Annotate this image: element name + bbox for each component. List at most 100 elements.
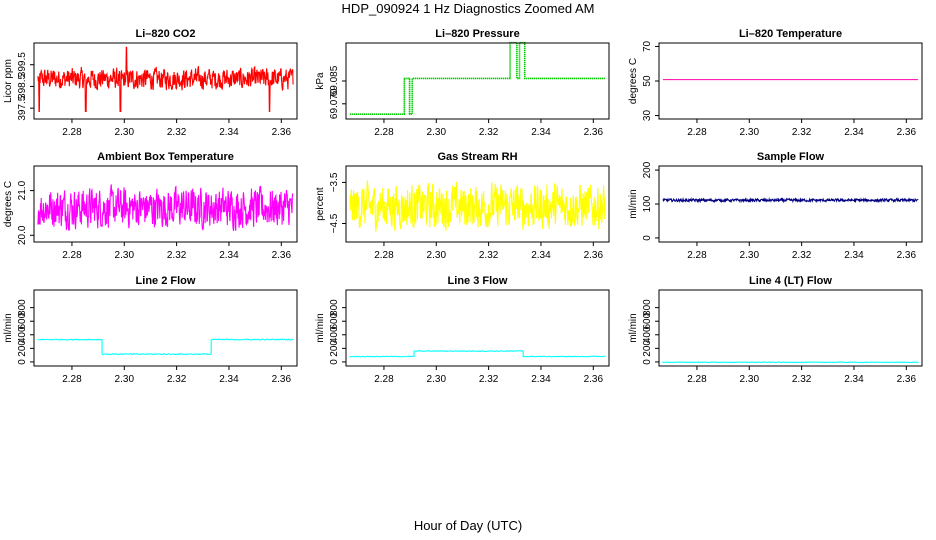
- plot-frame: [658, 289, 923, 367]
- series-line-line-4: [662, 360, 919, 364]
- y-tick-label: 200: [642, 161, 653, 178]
- y-axis-label: Licor ppm: [3, 59, 14, 103]
- x-tick-label: 2.32: [167, 127, 187, 138]
- x-tick-label: 2.32: [792, 374, 812, 385]
- panel-title: Li–820 Pressure: [435, 28, 519, 40]
- panel-line-4-lt-flow: Line 4 (LT) Flow 2.28 2.30 2.32 2.34 2.36 0 200…: [628, 275, 923, 385]
- x-tick-label: 2.34: [844, 250, 864, 261]
- panel-li-820-co2: Li–820 CO2 2.28 2.30 2.32 2.34 2.36 397.5398.5…: [3, 28, 298, 138]
- x-tick-label: 2.36: [897, 127, 917, 138]
- figure-x-axis-label: Hour of Day (UTC): [413, 518, 523, 533]
- x-tick-label: 2.36: [272, 127, 292, 138]
- x-tick-label: 2.32: [167, 250, 187, 261]
- x-tick-label: 2.28: [62, 127, 82, 138]
- y-tick-label: 69.070: [329, 88, 340, 119]
- x-tick-label: 2.36: [897, 374, 917, 385]
- x-tick-label: 2.28: [374, 127, 394, 138]
- y-axis-label: ml/min: [315, 313, 326, 342]
- x-tick-label: 2.30: [427, 374, 447, 385]
- x-tick-label: 2.34: [219, 250, 239, 261]
- x-tick-label: 2.34: [844, 374, 864, 385]
- y-tick-label: 200: [17, 340, 28, 357]
- x-tick-label: 2.32: [479, 250, 499, 261]
- series-line-rh: [349, 180, 606, 232]
- x-tick-label: 2.30: [115, 127, 135, 138]
- x-tick-label: 2.32: [792, 250, 812, 261]
- y-axis-label: ml/min: [628, 313, 639, 342]
- plot-frame: [658, 165, 923, 243]
- plot-frame: [345, 42, 610, 120]
- x-tick-label: 2.30: [740, 250, 760, 261]
- x-tick-label: 2.30: [740, 127, 760, 138]
- y-axis-label: ml/min: [628, 189, 639, 218]
- x-tick-label: 2.28: [62, 250, 82, 261]
- y-tick-label: 400: [642, 326, 653, 343]
- panel-title: Line 2 Flow: [136, 275, 196, 287]
- y-tick-label: −4.5: [329, 213, 340, 233]
- x-tick-label: 2.34: [531, 250, 551, 261]
- panel-line-2-flow: Line 2 Flow 2.28 2.30 2.32 2.34 2.36 0 20040060…: [3, 275, 298, 385]
- x-tick-label: 2.32: [479, 127, 499, 138]
- x-tick-label: 2.36: [272, 250, 292, 261]
- y-tick-label: 70: [642, 40, 653, 52]
- y-tick-label: 600: [329, 312, 340, 329]
- panel-title: Li–820 Temperature: [739, 28, 842, 40]
- y-tick-label: 399.5: [17, 52, 28, 77]
- x-tick-label: 2.36: [897, 250, 917, 261]
- series-line-co2: [37, 46, 294, 112]
- series-line-sample-flow: [662, 197, 919, 204]
- y-tick-label: 0: [642, 235, 653, 241]
- y-tick-label: 0: [329, 359, 340, 365]
- y-tick-label: 800: [642, 299, 653, 316]
- panel-title: Gas Stream RH: [437, 151, 517, 163]
- y-axis-label: kPa: [315, 72, 326, 90]
- figure-title: HDP_090924 1 Hz Diagnostics Zoomed AM: [341, 1, 595, 16]
- x-tick-label: 2.28: [374, 374, 394, 385]
- plot-frame: [33, 289, 298, 367]
- y-tick-label: 50: [642, 75, 653, 87]
- x-tick-label: 2.32: [792, 127, 812, 138]
- series-line-box-temperature: [37, 184, 294, 232]
- x-tick-label: 2.30: [427, 250, 447, 261]
- panel-title: Ambient Box Temperature: [97, 151, 234, 163]
- series-line-pressure: [349, 41, 606, 115]
- panel-title: Li–820 CO2: [136, 28, 196, 40]
- x-tick-label: 2.36: [584, 374, 604, 385]
- series-line-line-2: [37, 338, 294, 356]
- y-tick-label: 20.0: [17, 225, 28, 245]
- y-tick-label: 400: [17, 326, 28, 343]
- plot-frame: [345, 165, 610, 243]
- panel-li-820-temperature: Li–820 Temperature 2.28 2.30 2.32 2.34 2.36 30…: [628, 28, 923, 138]
- panel-title: Sample Flow: [757, 151, 825, 163]
- x-tick-label: 2.36: [584, 127, 604, 138]
- y-axis-label: percent: [315, 187, 326, 221]
- panel-title: Line 3 Flow: [448, 275, 508, 287]
- plot-frame: [345, 289, 610, 367]
- y-tick-label: 600: [642, 312, 653, 329]
- x-tick-label: 2.30: [115, 250, 135, 261]
- plot-frame: [33, 165, 298, 243]
- y-tick-label: 100: [642, 195, 653, 212]
- y-tick-label: 0: [642, 359, 653, 365]
- panel-gas-stream-rh: Gas Stream RH 2.28 2.30 2.32 2.34 2.36 −4.5 −3.…: [315, 151, 610, 261]
- plot-frame: [658, 42, 923, 120]
- plot-frame: [33, 42, 298, 120]
- x-tick-label: 2.34: [531, 374, 551, 385]
- x-tick-label: 2.32: [479, 374, 499, 385]
- y-tick-label: 21.0: [17, 180, 28, 200]
- x-tick-label: 2.28: [374, 250, 394, 261]
- y-tick-label: −3.5: [329, 172, 340, 192]
- y-tick-label: 200: [642, 340, 653, 357]
- x-tick-label: 2.28: [687, 250, 707, 261]
- panel-line-3-flow: Line 3 Flow 2.28 2.30 2.32 2.34 2.36 0 20040060…: [315, 275, 610, 385]
- series-line-line-3: [349, 350, 606, 358]
- x-tick-label: 2.34: [531, 127, 551, 138]
- y-tick-label: 0: [17, 359, 28, 365]
- y-axis-label: degrees C: [3, 181, 14, 227]
- x-tick-label: 2.36: [584, 250, 604, 261]
- panel-title: Line 4 (LT) Flow: [749, 275, 832, 287]
- x-tick-label: 2.28: [687, 374, 707, 385]
- x-tick-label: 2.28: [62, 374, 82, 385]
